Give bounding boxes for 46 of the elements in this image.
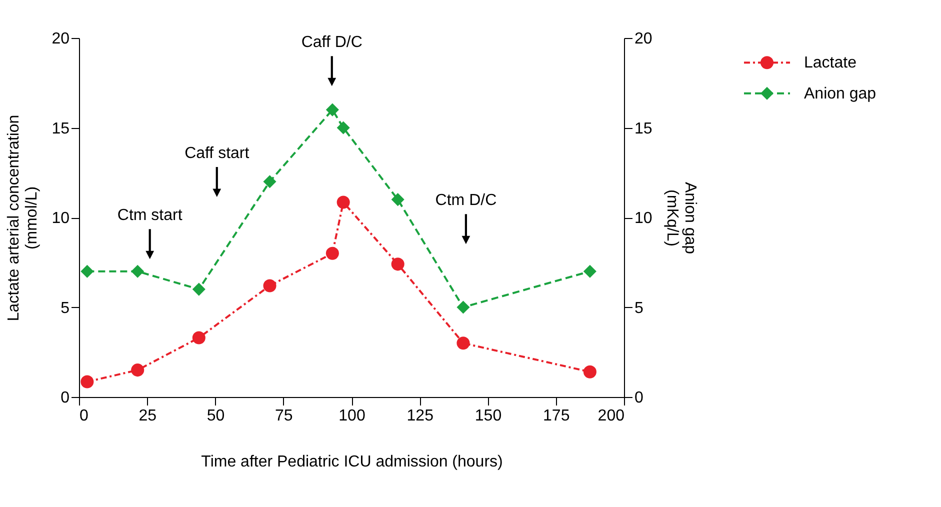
y2-tick-label: 5 (634, 300, 644, 317)
y-tick-label: 20 (52, 30, 70, 48)
annotation: Caff start (184, 145, 250, 162)
y2-tick-label: 20 (634, 30, 652, 48)
y2-tick-label: 0 (634, 390, 644, 406)
point (263, 175, 276, 188)
x-tick-label: 0 (80, 408, 88, 424)
y2-axis-title: Anion gap (mKq/L) (663, 182, 698, 254)
y2-tick-label: 10 (634, 210, 652, 227)
y-tick-label: 10 (52, 210, 70, 227)
point (391, 193, 404, 206)
point (336, 196, 350, 209)
point (131, 264, 144, 278)
point (326, 246, 339, 260)
y-axis-title: Lactate arterial concentration (mmol/L) (6, 114, 41, 322)
point (192, 282, 206, 296)
point (192, 331, 206, 344)
x-tick-label: 175 (543, 408, 570, 424)
point (583, 365, 596, 378)
x-tick-label: 200 (598, 408, 625, 424)
annotation: Caff D/C (301, 34, 362, 52)
y2-tick-label: 15 (634, 120, 652, 138)
legend-label: Anion gap (804, 85, 876, 102)
point (583, 264, 596, 278)
x-tick-label: 50 (206, 408, 225, 424)
y-tick-label: 0 (60, 390, 70, 406)
point (131, 364, 144, 377)
point (263, 279, 276, 292)
point (456, 300, 470, 314)
x-tick-label: 75 (274, 408, 293, 424)
point (391, 258, 404, 271)
point (336, 121, 350, 134)
annotation: Ctm start (117, 207, 183, 224)
y-tick-label: 5 (60, 300, 70, 317)
x-tick-label: 150 (474, 408, 502, 424)
x-tick-label: 100 (338, 408, 366, 424)
x-tick-label: 125 (406, 408, 434, 424)
y-tick-label: 15 (52, 120, 70, 138)
annotation: Ctm D/C (435, 192, 497, 210)
point (456, 336, 470, 350)
x-tick-label: 25 (138, 408, 157, 424)
point (80, 375, 94, 388)
x-axis-title: Time after Pediatric ICU admission (hours) (201, 454, 503, 470)
point (80, 264, 94, 278)
legend-label: Lactate (804, 54, 857, 72)
point (326, 103, 339, 116)
